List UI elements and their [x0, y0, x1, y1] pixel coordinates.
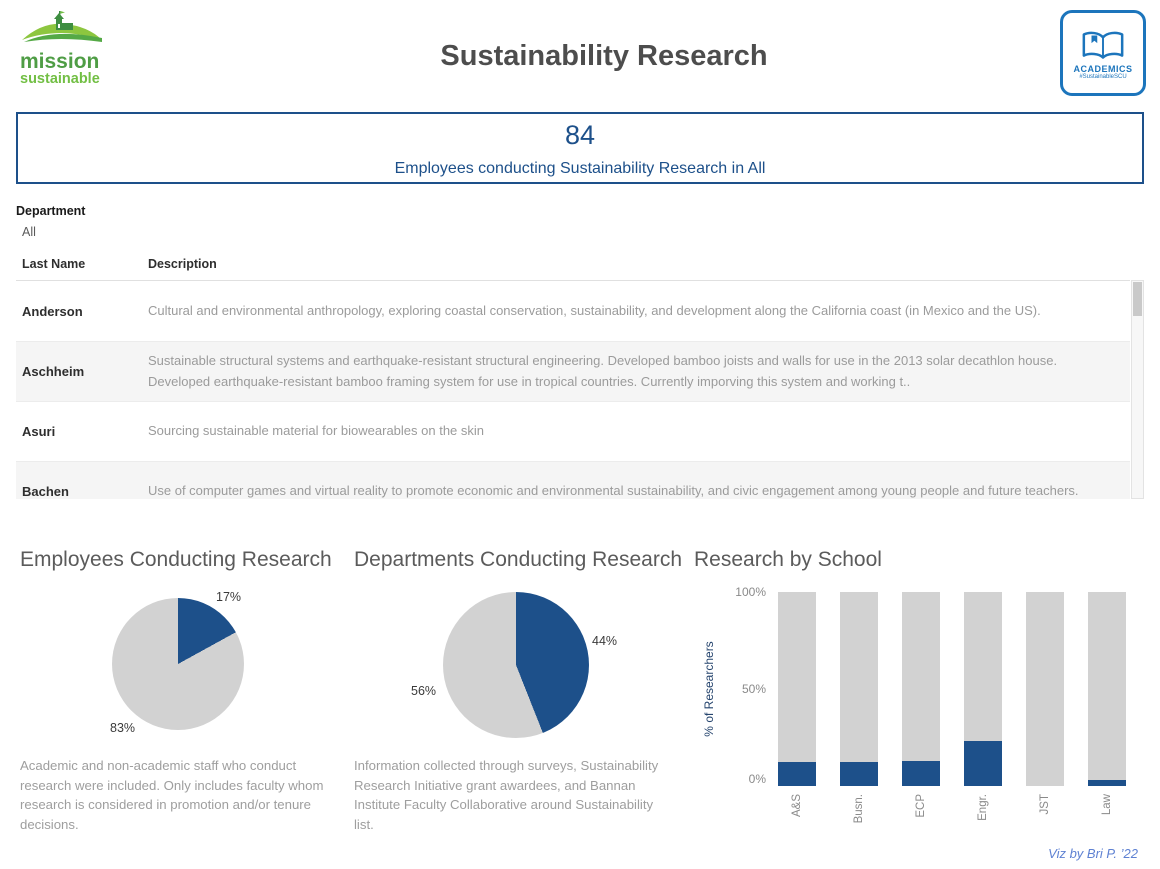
cell-description: Sustainable structural systems and earth…	[148, 353, 1058, 389]
table-body: Anderson Cultural and environmental anth…	[16, 281, 1130, 499]
x-label-law: Law	[1101, 793, 1113, 815]
page-title: Sustainability Research	[440, 40, 768, 72]
pie-label-56: 56%	[411, 683, 437, 698]
panel-caption: Information collected through surveys, S…	[354, 757, 659, 833]
pie-chart-employees: 17% 83%	[20, 580, 350, 748]
viz-credit: Viz by Bri P. ’22	[1048, 846, 1138, 861]
pie-label-83: 83%	[110, 720, 136, 735]
column-header-description: Description	[148, 257, 217, 271]
pie-label-44: 44%	[592, 633, 618, 648]
panel-departments-pie: Departments Conducting Research 44% 56% …	[350, 546, 694, 856]
kpi-value: 84	[564, 120, 596, 150]
cell-description: Cultural and environmental anthropology,…	[148, 302, 1041, 318]
cell-last-name: Bachen	[22, 484, 69, 499]
bar-as[interactable]	[778, 591, 816, 786]
bar-engr[interactable]	[964, 591, 1002, 786]
panel-title: Research by School	[694, 548, 882, 571]
pie-label-17: 17%	[216, 589, 242, 604]
cell-last-name: Asuri	[22, 424, 56, 439]
open-book-icon	[1082, 31, 1124, 59]
bar-plot	[778, 591, 1126, 786]
y-axis-label: % of Researchers	[702, 641, 716, 737]
academics-logo: ACADEMICS #SustainableSCU	[1060, 10, 1146, 96]
panel-research-by-school: Research by School % of Researchers 100%…	[694, 546, 1144, 856]
cell-description: Sourcing sustainable material for biowea…	[148, 423, 485, 439]
x-label-engr: Engr.	[977, 793, 989, 821]
bar-ecp[interactable]	[902, 591, 940, 786]
tick-100: 100%	[735, 584, 766, 599]
bar-chart-research-by-school: % of Researchers 100% 50% 0% A&S Busn. E…	[694, 585, 1144, 856]
bar-busn[interactable]	[840, 591, 878, 786]
cell-last-name: Aschheim	[22, 364, 85, 379]
research-table: Last Name Description Anderson Cultural …	[16, 257, 1144, 499]
logo-text-sustainable: sustainable	[20, 71, 100, 87]
kpi-box: 84 Employees conducting Sustainability R…	[16, 112, 1144, 184]
logo-text-mission: mission	[20, 50, 100, 73]
panel-caption: Academic and non-academic staff who cond…	[20, 757, 324, 833]
panel-title: Departments Conducting Research	[354, 548, 683, 571]
filter-label: Department	[16, 204, 86, 218]
tick-0: 0%	[748, 771, 766, 786]
pie-departments[interactable]	[443, 591, 589, 738]
x-label-as: A&S	[791, 793, 803, 817]
logo-text-sustainablescu: #SustainableSCU	[1079, 74, 1127, 80]
cell-description: Use of computer games and virtual realit…	[148, 483, 1079, 499]
logo-text-academics: ACADEMICS	[1073, 64, 1133, 74]
table-row[interactable]: Bachen Use of computer games and virtual…	[16, 461, 1130, 499]
bottom-panels: Employees Conducting Research 17% 83% Ac…	[0, 546, 1160, 856]
table-row[interactable]: Aschheim Sustainable structural systems …	[16, 341, 1130, 401]
panel-employees-pie: Employees Conducting Research 17% 83% Ac…	[16, 546, 350, 856]
cell-last-name: Anderson	[22, 303, 83, 319]
x-label-ecp: ECP	[915, 793, 927, 818]
header: mission sustainable Sustainability Resea…	[0, 0, 1160, 104]
table-row[interactable]: Asuri Sourcing sustainable material for …	[16, 401, 1130, 461]
table-header: Last Name Description	[16, 257, 1130, 281]
x-label-busn: Busn.	[853, 793, 865, 824]
pie-chart-departments: 44% 56%	[354, 580, 694, 748]
table-scrollbar[interactable]	[1131, 280, 1144, 499]
tick-50: 50%	[741, 681, 766, 696]
x-axis-labels: A&S Busn. ECP Engr. JST Law	[778, 794, 1126, 852]
hill-church-icon	[22, 11, 102, 42]
panel-title: Employees Conducting Research	[20, 548, 332, 571]
table-row[interactable]: Anderson Cultural and environmental anth…	[16, 281, 1130, 341]
scrollbar-thumb[interactable]	[1133, 282, 1142, 316]
kpi-label: Employees conducting Sustainability Rese…	[394, 159, 766, 177]
bar-law[interactable]	[1088, 591, 1126, 786]
filter-value[interactable]: All	[22, 225, 36, 239]
column-header-last-name: Last Name	[22, 257, 86, 271]
x-label-jst: JST	[1039, 793, 1051, 815]
bar-jst[interactable]	[1026, 591, 1064, 786]
y-axis-ticks: 100% 50% 0%	[722, 585, 766, 786]
pie-employees[interactable]	[112, 597, 244, 730]
department-filter: Department All	[16, 204, 1160, 239]
mission-sustainable-logo: mission sustainable	[20, 10, 148, 88]
